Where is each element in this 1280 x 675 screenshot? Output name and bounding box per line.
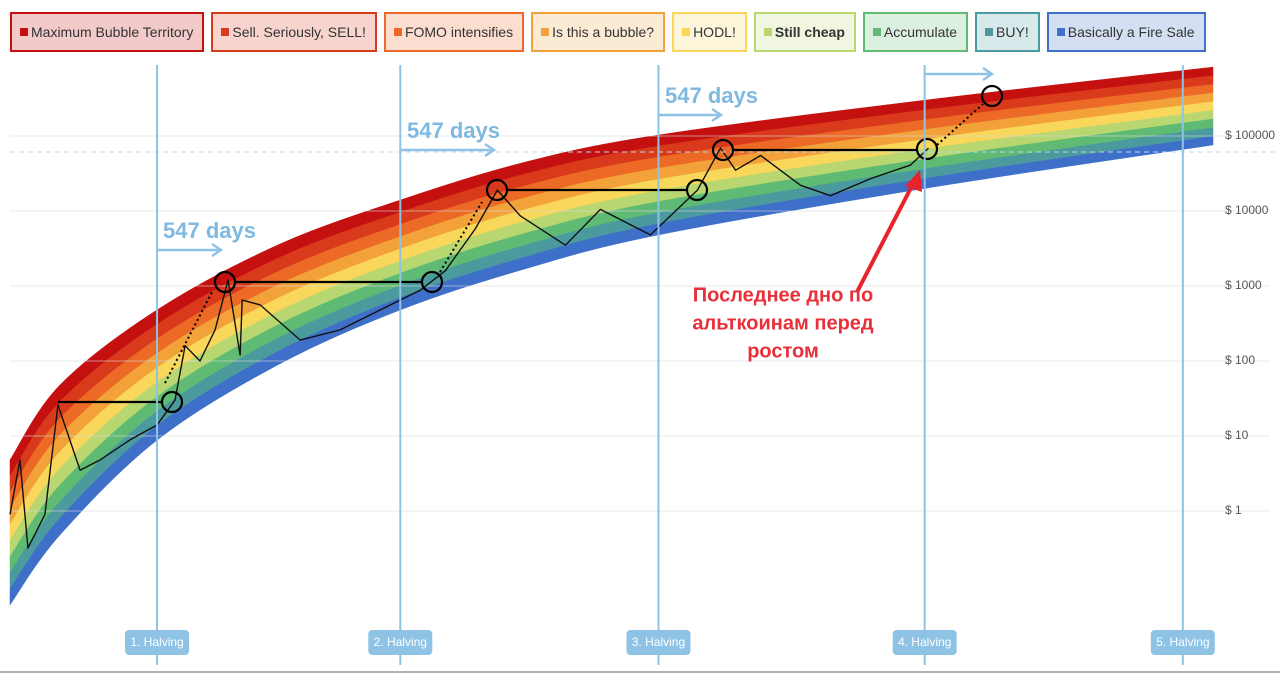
legend-label: FOMO intensifies [404,24,514,40]
y-tick-label: $ 1 [1225,503,1242,517]
dotted-trend [936,103,984,146]
legend-swatch [393,28,402,36]
halving-badge [626,630,691,655]
legend-swatch [20,28,28,36]
dotted-trend [439,201,483,273]
circle-marker [915,137,939,161]
legend-label: Still cheap [774,24,845,40]
legend-label: BUY! [996,24,1029,40]
legend-swatch [682,28,691,36]
legend-label: Accumulate [883,24,958,40]
halving-label: 4. Halving [898,635,951,649]
y-tick-label: $ 10 [1225,428,1249,442]
halving-badge [1150,630,1215,655]
legend-item[interactable]: Maximum Bubble Territory [10,12,205,52]
circle-marker [711,138,735,162]
legend-swatch [872,28,881,36]
legend-label: Is this a bubble? [552,24,655,40]
red-arrowhead [905,170,922,192]
y-tick-label: $ 1000 [1225,278,1262,292]
halving-label: 5. Halving [1156,635,1209,649]
circle-marker [485,178,509,202]
circle-marker [160,390,184,414]
legend-label: Sell. Seriously, SELL! [232,24,366,40]
price-line [9,147,929,549]
halving-label: 2. Halving [374,635,427,649]
red-arrow [855,181,916,293]
legend-swatch [1056,28,1065,36]
dotted-trend [164,291,213,384]
halving-label: 3. Halving [632,635,685,649]
halving-badge [125,630,190,655]
legend-item[interactable]: Still cheap [753,12,856,52]
interval-label: 547 days [665,83,758,108]
legend-label: Maximum Bubble Territory [31,24,194,40]
halving-badge [892,630,957,655]
arrow [400,142,497,158]
arrow [924,66,995,82]
legend-swatch [985,28,994,36]
legend-item[interactable]: HODL! [672,12,747,52]
y-tick-label: $ 100 [1225,353,1255,367]
legend-swatch [763,28,772,36]
legend-swatch [221,28,230,36]
note-line: альткоинам перед [692,312,874,334]
arrow [157,242,224,258]
annotations [0,66,1280,673]
legend-item[interactable]: FOMO intensifies [383,12,525,52]
legend-label: HODL! [693,24,736,40]
note-line: ростом [747,340,819,362]
legend-item[interactable]: Basically a Fire Sale [1046,12,1206,52]
halving-badge [368,630,433,655]
circle-marker [213,270,237,294]
note-line: Последнее дно по [693,284,873,306]
legend-item[interactable]: BUY! [975,12,1040,52]
legend-swatch [541,28,550,36]
legend-item[interactable]: Sell. Seriously, SELL! [211,12,377,52]
circle-marker [980,84,1004,108]
legend: Maximum Bubble Territory Sell. Seriously,… [10,12,1206,52]
halving-label: 1. Halving [130,635,183,649]
circle-marker [420,270,444,294]
interval-label: 547 days [407,118,500,143]
legend-item[interactable]: Accumulate [862,12,969,52]
y-tick-label: $ 10000 [1225,203,1269,217]
legend-label: Basically a Fire Sale [1067,24,1195,40]
y-tick-label: $ 100000 [1225,128,1275,142]
legend-item[interactable]: Is this a bubble? [531,12,666,52]
arrow [658,107,724,123]
circle-marker [685,178,709,202]
interval-label: 547 days [163,218,256,243]
